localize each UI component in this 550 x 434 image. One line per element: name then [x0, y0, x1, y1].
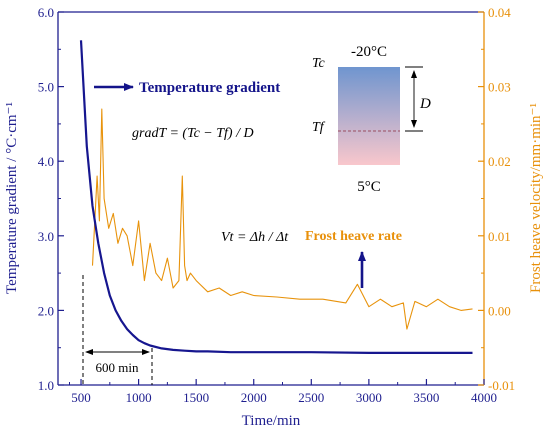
x-tick-label: 3000 — [356, 390, 382, 405]
bottom-temperature-label: 5°C — [357, 179, 381, 195]
x-tick-label: 4000 — [471, 390, 497, 405]
y-tick-label: 2.0 — [38, 303, 54, 318]
x-tick-label: 1000 — [126, 390, 152, 405]
x-tick-label: 3500 — [413, 390, 439, 405]
d-label: D — [419, 96, 431, 112]
x-tick-label: 500 — [71, 390, 91, 405]
tf-label: Tf — [312, 120, 326, 135]
x-axis-title: Time/min — [242, 413, 301, 429]
y2-tick-label: -0.01 — [488, 378, 515, 393]
x-tick-label: 1500 — [183, 390, 209, 405]
y-tick-label: 4.0 — [38, 154, 54, 169]
formula-velocity: Vt = Δh / Δt — [221, 230, 289, 245]
series-layer — [79, 40, 473, 354]
y-tick-label: 1.0 — [38, 378, 54, 393]
span-annotation: 600 min — [82, 275, 153, 385]
y2-tick-label: 0.00 — [488, 303, 511, 318]
y2-tick-label: 0.03 — [488, 80, 511, 95]
frost-heave-rate-line — [91, 108, 473, 330]
gradient-series-label: Temperature gradient — [139, 80, 280, 96]
specimen-diagram: -20°C 5°C Tc Tf D — [312, 44, 431, 195]
x-tick-label: 2000 — [241, 390, 267, 405]
y-tick-label: 5.0 — [38, 80, 54, 95]
y2-tick-label: 0.04 — [488, 5, 511, 20]
temperature-gradient-line — [79, 40, 473, 354]
y2-tick-label: 0.01 — [488, 229, 511, 244]
y-tick-label: 3.0 — [38, 229, 54, 244]
y-tick-label: 6.0 — [38, 5, 54, 20]
formula-gradient: gradT = (Tc − Tf) / D — [132, 126, 254, 141]
tick-layer: 500 1000 1500 2000 2500 3000 3500 4000 1.0 2.0 3.0… — [38, 5, 515, 405]
plot-frame — [57, 11, 485, 386]
y2-tick-label: 0.02 — [488, 154, 511, 169]
y-axis-title: Temperature gradient / °C·cm⁻¹ — [4, 102, 20, 294]
tc-label: Tc — [312, 56, 326, 71]
y2-axis-title: Frost heave velocity/mm·min⁻¹ — [528, 103, 544, 293]
specimen-block — [338, 67, 400, 165]
x-tick-label: 2500 — [298, 390, 324, 405]
span-label: 600 min — [96, 360, 139, 375]
top-temperature-label: -20°C — [351, 44, 387, 60]
frost-series-label: Frost heave rate — [305, 229, 402, 244]
